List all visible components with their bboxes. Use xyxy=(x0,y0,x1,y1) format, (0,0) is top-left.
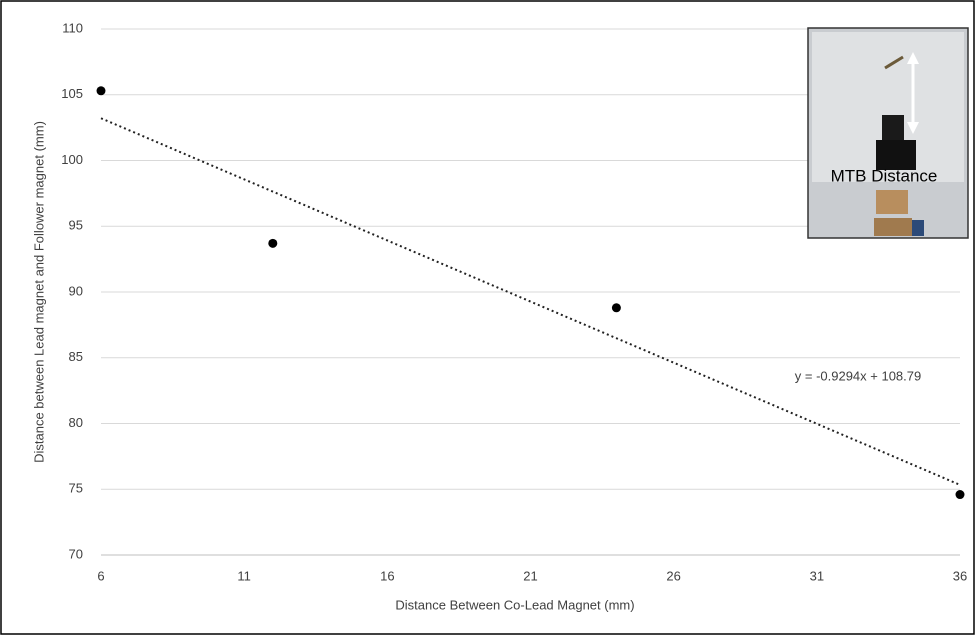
x-tick-label: 21 xyxy=(523,568,537,583)
trendline-label: y = -0.9294x + 108.79 xyxy=(795,368,921,383)
x-tick-label: 6 xyxy=(97,568,104,583)
trendline xyxy=(100,117,961,486)
y-tick-label: 90 xyxy=(69,283,83,298)
data-point xyxy=(611,303,621,313)
y-tick-label: 70 xyxy=(69,546,83,561)
y-tick-label: 85 xyxy=(69,349,83,364)
y-tick-label: 80 xyxy=(69,415,83,430)
y-tick-label: 105 xyxy=(61,86,83,101)
inset-rod xyxy=(884,55,904,70)
data-point xyxy=(96,86,106,96)
x-axis-label: Distance Between Co-Lead Magnet (mm) xyxy=(395,597,634,612)
y-tick-label: 95 xyxy=(69,218,83,233)
inset-part xyxy=(912,220,924,236)
y-tick-label: 75 xyxy=(69,481,83,496)
inset-arrowhead xyxy=(907,122,919,134)
inset-block xyxy=(876,140,916,170)
inset-label: MTB Distance xyxy=(831,166,938,185)
y-tick-label: 100 xyxy=(61,152,83,167)
x-tick-label: 11 xyxy=(237,568,251,583)
inset-base xyxy=(874,218,912,236)
x-tick-label: 31 xyxy=(810,568,824,583)
x-tick-label: 26 xyxy=(666,568,680,583)
x-tick-label: 36 xyxy=(953,568,967,583)
inset-photo: MTB Distance xyxy=(807,27,969,239)
data-point xyxy=(955,490,965,500)
y-tick-label: 110 xyxy=(62,20,83,35)
y-axis-label: Distance between Lead magnet and Followe… xyxy=(31,121,46,463)
inset-base xyxy=(876,190,908,214)
x-tick-label: 16 xyxy=(380,568,394,583)
data-point xyxy=(268,238,278,248)
inset-arrowhead xyxy=(907,52,919,64)
